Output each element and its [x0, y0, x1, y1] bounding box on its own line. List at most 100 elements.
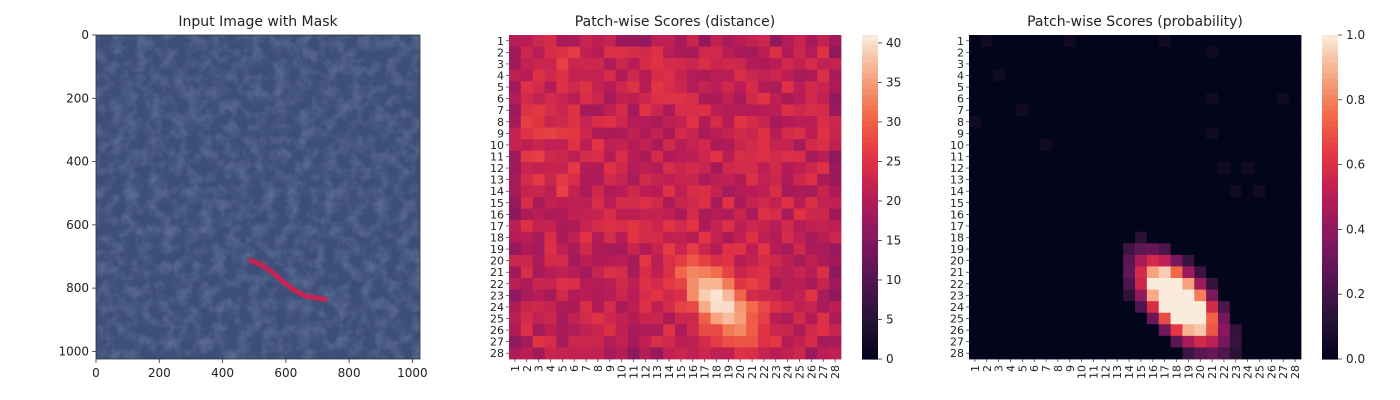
- heatmap-cell: [781, 301, 794, 314]
- x-tick-label: 28: [1289, 365, 1302, 379]
- heatmap-cell: [992, 220, 1005, 233]
- heatmap-cell: [1182, 254, 1195, 267]
- heatmap-cell: [556, 231, 569, 244]
- heatmap-cell: [1289, 81, 1302, 94]
- heatmap-cell: [592, 254, 605, 267]
- heatmap-cell: [746, 324, 759, 337]
- heatmap-cell: [1111, 150, 1124, 163]
- heatmap-cell: [1099, 301, 1112, 314]
- heatmap-cell: [781, 324, 794, 337]
- heatmap-cell: [1170, 81, 1183, 94]
- heatmap-cell: [781, 243, 794, 256]
- heatmap-cell: [1087, 231, 1100, 244]
- heatmap-cell: [1241, 162, 1254, 175]
- heatmap-cell: [698, 289, 711, 302]
- heatmap-cell: [615, 162, 628, 175]
- heatmap-cell: [675, 127, 688, 140]
- heatmap-cell: [1253, 116, 1266, 128]
- x-tick-label: 22: [1218, 365, 1231, 379]
- heatmap-cell: [1052, 197, 1065, 209]
- distance-heatmap-y-ticks: 1234567891011121314151617181920212223242…: [490, 35, 509, 360]
- x-tick-label: 26: [1265, 365, 1278, 379]
- heatmap-cell: [781, 46, 794, 59]
- colorbar-segment: [1322, 40, 1338, 47]
- heatmap-cell: [1265, 116, 1278, 128]
- x-tick-label: 19: [722, 365, 735, 379]
- heatmap-cell: [1004, 185, 1017, 198]
- heatmap-cell: [520, 58, 534, 71]
- heatmap-cell: [663, 69, 676, 82]
- colorbar-segment: [862, 348, 878, 355]
- heatmap-cell: [1229, 208, 1243, 221]
- heatmap-cell: [592, 81, 605, 94]
- heatmap-cell: [520, 324, 534, 337]
- heatmap-cell: [603, 127, 617, 140]
- heatmap-cell: [532, 278, 545, 290]
- heatmap-cell: [1052, 243, 1065, 256]
- y-tick-label: 10: [950, 139, 964, 152]
- heatmap-cell: [1241, 324, 1254, 337]
- heatmap-cell: [1063, 92, 1077, 105]
- heatmap-cell: [520, 347, 534, 360]
- heatmap-cell: [1004, 58, 1017, 71]
- heatmap-cell: [1206, 231, 1219, 244]
- heatmap-cell: [1040, 92, 1053, 105]
- heatmap-cell: [544, 104, 557, 117]
- heatmap-cell: [568, 69, 581, 82]
- heatmap-cell: [675, 335, 688, 348]
- heatmap-cell: [544, 254, 557, 267]
- heatmap-cell: [1182, 116, 1195, 128]
- colorbar-segment: [1322, 175, 1338, 182]
- heatmap-cell: [746, 243, 759, 256]
- heatmap-cell: [1158, 81, 1171, 94]
- heatmap-cell: [1075, 81, 1088, 94]
- heatmap-cell: [1229, 150, 1243, 163]
- heatmap-cell: [532, 301, 545, 314]
- heatmap-cell: [1028, 81, 1041, 94]
- heatmap-cell: [698, 92, 711, 105]
- heatmap-cell: [675, 139, 688, 152]
- heatmap-cell: [1063, 58, 1077, 71]
- heatmap-cell: [1253, 127, 1266, 140]
- heatmap-cell: [686, 312, 700, 325]
- heatmap-cell: [580, 312, 593, 325]
- heatmap-cell: [663, 104, 676, 117]
- heatmap-cell: [1265, 197, 1278, 209]
- heatmap-cell: [1206, 104, 1219, 117]
- heatmap-cell: [651, 150, 664, 163]
- colorbar-segment: [1322, 218, 1338, 225]
- x-tick-label: 600: [274, 366, 297, 380]
- heatmap-cell: [556, 185, 569, 198]
- heatmap-cell: [1028, 231, 1041, 244]
- heatmap-cell: [651, 46, 664, 59]
- heatmap-cell: [1170, 46, 1183, 59]
- colorbar-tick-label: 0: [886, 352, 894, 366]
- heatmap-cell: [1087, 220, 1100, 233]
- heatmap-cell: [615, 69, 628, 82]
- colorbar-segment: [862, 105, 878, 112]
- heatmap-cell: [992, 92, 1005, 105]
- heatmap-cell: [544, 69, 557, 82]
- heatmap-cell: [556, 81, 569, 94]
- heatmap-cell: [509, 243, 522, 256]
- heatmap-cell: [1265, 254, 1278, 267]
- heatmap-cell: [1099, 116, 1112, 128]
- heatmap-cell: [1218, 266, 1231, 279]
- heatmap-cell: [520, 150, 534, 163]
- heatmap-cell: [980, 243, 994, 256]
- heatmap-cell: [1052, 58, 1065, 71]
- heatmap-cell: [1289, 116, 1302, 128]
- heatmap-cell: [722, 139, 735, 152]
- heatmap-cell: [722, 278, 735, 290]
- heatmap-cell: [1016, 266, 1029, 279]
- heatmap-cell: [1194, 139, 1207, 152]
- colorbar-segment: [862, 159, 878, 166]
- heatmap-cell: [980, 231, 994, 244]
- colorbar-segment: [862, 207, 878, 214]
- heatmap-cell: [710, 116, 723, 128]
- heatmap-cell: [1265, 312, 1278, 325]
- y-tick-label: 22: [950, 278, 964, 291]
- heatmap-cell: [509, 254, 522, 267]
- heatmap-cell: [675, 104, 688, 117]
- heatmap-cell: [758, 173, 771, 186]
